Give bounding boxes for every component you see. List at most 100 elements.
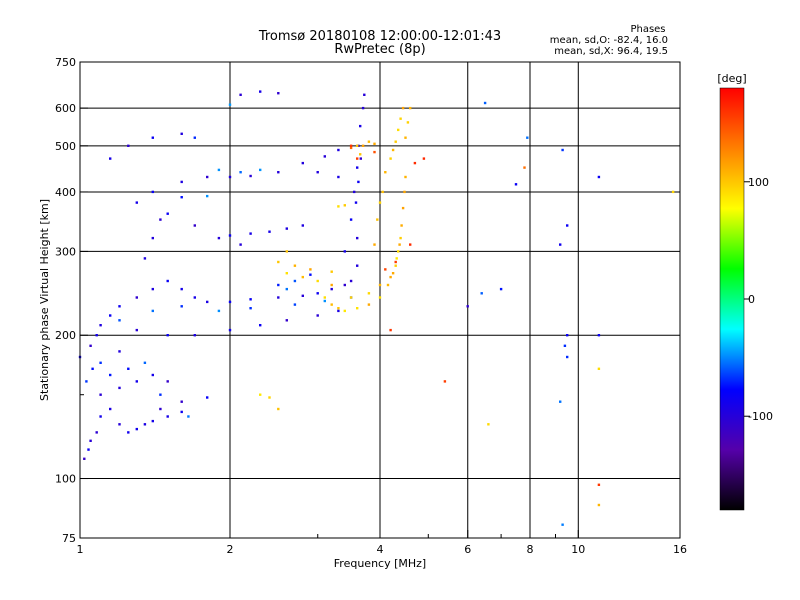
data-point [135,328,138,332]
data-point [399,236,402,240]
data-point [95,334,98,337]
data-point [277,260,280,264]
y-tick-label: 750 [55,56,76,69]
data-point [217,236,221,240]
data-point [316,279,319,283]
data-point [323,299,326,303]
data-point [337,175,340,179]
data-point [403,190,406,194]
data-point [389,157,392,160]
data-point [217,309,221,313]
data-point [91,367,94,370]
x-tick-label: 16 [673,543,687,556]
data-point [337,148,340,152]
data-point [293,264,297,267]
data-point [109,407,112,411]
y-tick-label: 300 [55,245,76,258]
data-point [394,140,397,143]
data-point [409,106,412,110]
data-point [559,400,562,403]
data-point [180,287,183,291]
data-point [151,373,154,377]
data-point [85,380,88,383]
data-point [127,367,130,370]
stats-o-line: mean, sd,O: -82.4, 16.0 [550,35,668,46]
data-point [151,419,154,423]
data-point [166,334,169,337]
data-point [514,183,518,186]
data-point [309,273,312,276]
data-point [228,328,232,332]
data-point [206,175,209,179]
y-tick-label: 100 [55,473,76,486]
data-point [566,355,569,359]
data-point [89,344,92,347]
data-point [367,292,371,295]
data-point [337,205,340,208]
data-point [343,204,346,207]
data-point [337,307,340,310]
data-point [166,380,169,383]
data-point [356,264,359,267]
data-point [259,324,262,327]
data-point [376,218,379,221]
data-point [323,296,326,299]
data-points [78,90,675,526]
data-point [193,136,196,139]
data-point [597,334,601,337]
data-point [401,206,405,210]
data-point [343,283,346,287]
data-point [391,148,395,152]
data-point [349,279,353,283]
data-point [118,319,121,322]
data-point [143,423,147,426]
data-point [330,283,333,287]
data-point [337,309,340,313]
data-point [330,270,333,273]
data-point [228,234,232,237]
data-point [249,298,252,301]
x-axis-label: Frequency [MHz] [334,557,426,570]
chart-title: Tromsø 20180108 12:00:00-12:01:43 [258,29,501,44]
data-point [118,350,121,353]
data-point [384,268,387,271]
data-point [349,296,353,299]
colorbar-ticks: 100 0 -100 [744,176,773,423]
data-point [285,272,288,275]
y-tick-label: 200 [55,329,76,342]
data-point [277,92,280,95]
data-point [391,272,395,275]
data-point [597,175,601,179]
data-point [349,218,353,221]
data-point [187,415,190,418]
grid [80,62,680,538]
data-point [109,314,112,317]
data-point [561,148,564,152]
data-point [397,128,400,132]
data-point [285,250,288,253]
data-point [386,283,390,287]
data-point [301,275,304,279]
data-point [356,236,359,240]
data-point [373,142,376,145]
chart-subtitle: RwPretec (8p) [334,42,425,57]
data-point [343,250,346,253]
x-tick-label: 6 [464,543,471,556]
data-point [566,334,569,337]
data-point [180,400,183,403]
data-point [166,212,169,215]
data-point [381,190,384,194]
data-point [487,423,490,426]
data-point [404,136,407,139]
stats-heading: Phases [630,24,665,35]
data-point [483,101,487,105]
data-point [597,483,601,486]
data-point [180,410,183,414]
data-point [166,415,169,418]
colorbar-tick-label: 0 [748,293,755,306]
data-point [359,157,362,160]
data-point [378,201,382,204]
data-point [285,319,288,322]
data-point [356,166,359,169]
